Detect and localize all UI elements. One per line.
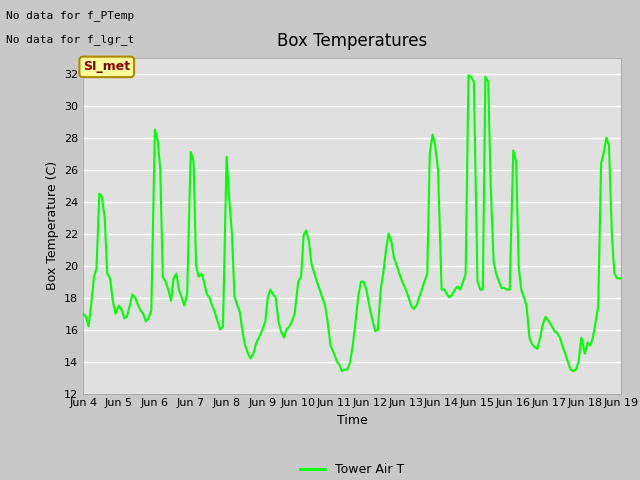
Legend: Tower Air T: Tower Air T — [295, 458, 409, 480]
Y-axis label: Box Temperature (C): Box Temperature (C) — [45, 161, 58, 290]
X-axis label: Time: Time — [337, 414, 367, 427]
Text: SI_met: SI_met — [83, 60, 131, 73]
Text: No data for f_lgr_t: No data for f_lgr_t — [6, 34, 134, 45]
Title: Box Temperatures: Box Temperatures — [277, 33, 427, 50]
Text: No data for f_PTemp: No data for f_PTemp — [6, 10, 134, 21]
